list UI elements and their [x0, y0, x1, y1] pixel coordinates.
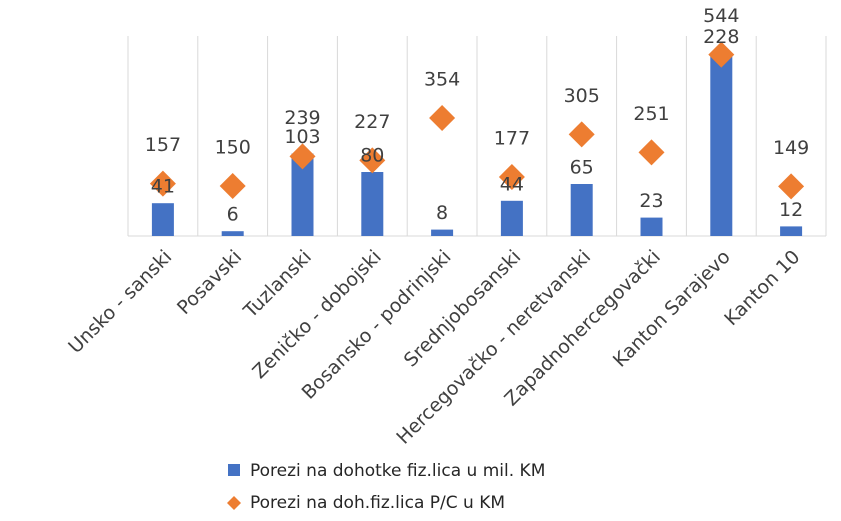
bar [151, 203, 174, 236]
data-label: 65 [570, 157, 594, 179]
data-label: 239 [284, 107, 320, 129]
legend-marker [227, 496, 241, 510]
diamond-marker [149, 170, 176, 197]
data-label: 149 [773, 137, 809, 159]
x-tick-label: Srednjobosanski [400, 246, 526, 372]
data-label: 157 [145, 134, 181, 156]
data-label: 6 [227, 204, 239, 226]
diamond-marker [289, 143, 316, 170]
x-tick-label: Posavski [173, 246, 246, 319]
data-label: 8 [436, 202, 448, 224]
diamond-marker [429, 105, 456, 131]
data-label: 41 [151, 176, 175, 198]
data-label: 44 [500, 173, 524, 195]
bar [221, 231, 244, 236]
legend-label: Porezi na doh.fiz.lica P/C u KM [250, 493, 505, 513]
data-label: 12 [779, 199, 803, 221]
data-label: 305 [564, 85, 600, 107]
diamond-marker [638, 139, 665, 166]
diamond-marker [498, 164, 525, 190]
x-tick-label: Unsko - sanski [64, 246, 176, 358]
legend-label: Porezi na dohotke fiz.lica u mil. KM [250, 461, 545, 481]
diamond-marker [568, 121, 595, 148]
bar [500, 200, 523, 236]
data-label: 251 [633, 103, 669, 125]
diamond-marker [708, 41, 735, 68]
data-label: 544 [703, 5, 739, 27]
bar [570, 184, 593, 236]
bar [361, 172, 384, 236]
data-label: 23 [639, 190, 663, 212]
data-label: 103 [284, 126, 320, 148]
data-label: 354 [424, 69, 460, 91]
bar [640, 217, 663, 236]
diamond-marker [219, 173, 246, 199]
bar [710, 53, 733, 236]
data-label: 150 [215, 137, 251, 159]
x-tick-label: Kanton Sarajevo [609, 246, 735, 372]
data-label: 228 [703, 26, 739, 48]
bar [291, 153, 314, 236]
bar [780, 226, 803, 236]
data-label: 227 [354, 111, 390, 133]
x-tick-label: Kanton 10 [720, 246, 804, 330]
bar [431, 229, 454, 236]
x-tick-label: Zeničko - dobojski [248, 246, 385, 383]
legend-marker [228, 464, 240, 476]
data-label: 80 [360, 145, 384, 167]
diamond-marker [778, 173, 805, 200]
diamond-marker [359, 147, 386, 174]
data-label: 177 [494, 128, 530, 150]
